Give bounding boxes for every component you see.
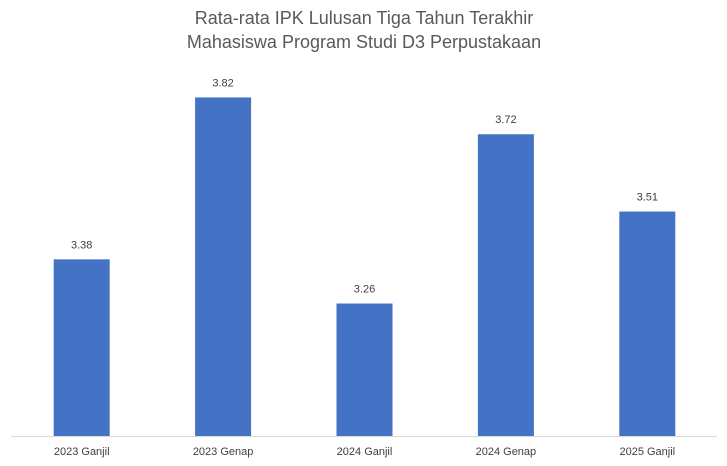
data-label: 3.38 — [71, 239, 92, 251]
chart-title: Rata-rata IPK Lulusan Tiga Tahun Terakhi… — [195, 8, 534, 28]
bar — [619, 211, 676, 436]
chart-title: Mahasiswa Program Studi D3 Perpustakaan — [187, 32, 541, 52]
bar — [336, 303, 393, 436]
x-tick-label: 2024 Genap — [476, 446, 537, 458]
x-tick-label: 2025 Ganjil — [619, 446, 675, 458]
data-label: 3.26 — [354, 283, 375, 295]
x-tick-label: 2024 Ganjil — [337, 446, 393, 458]
x-tick-label: 2023 Genap — [193, 446, 254, 458]
bar — [53, 259, 110, 436]
data-label: 3.51 — [637, 191, 658, 203]
data-label: 3.82 — [212, 77, 233, 89]
x-tick-label: 2023 Ganjil — [54, 446, 110, 458]
data-label: 3.72 — [495, 114, 516, 126]
bar — [477, 134, 534, 437]
bar — [195, 97, 252, 436]
